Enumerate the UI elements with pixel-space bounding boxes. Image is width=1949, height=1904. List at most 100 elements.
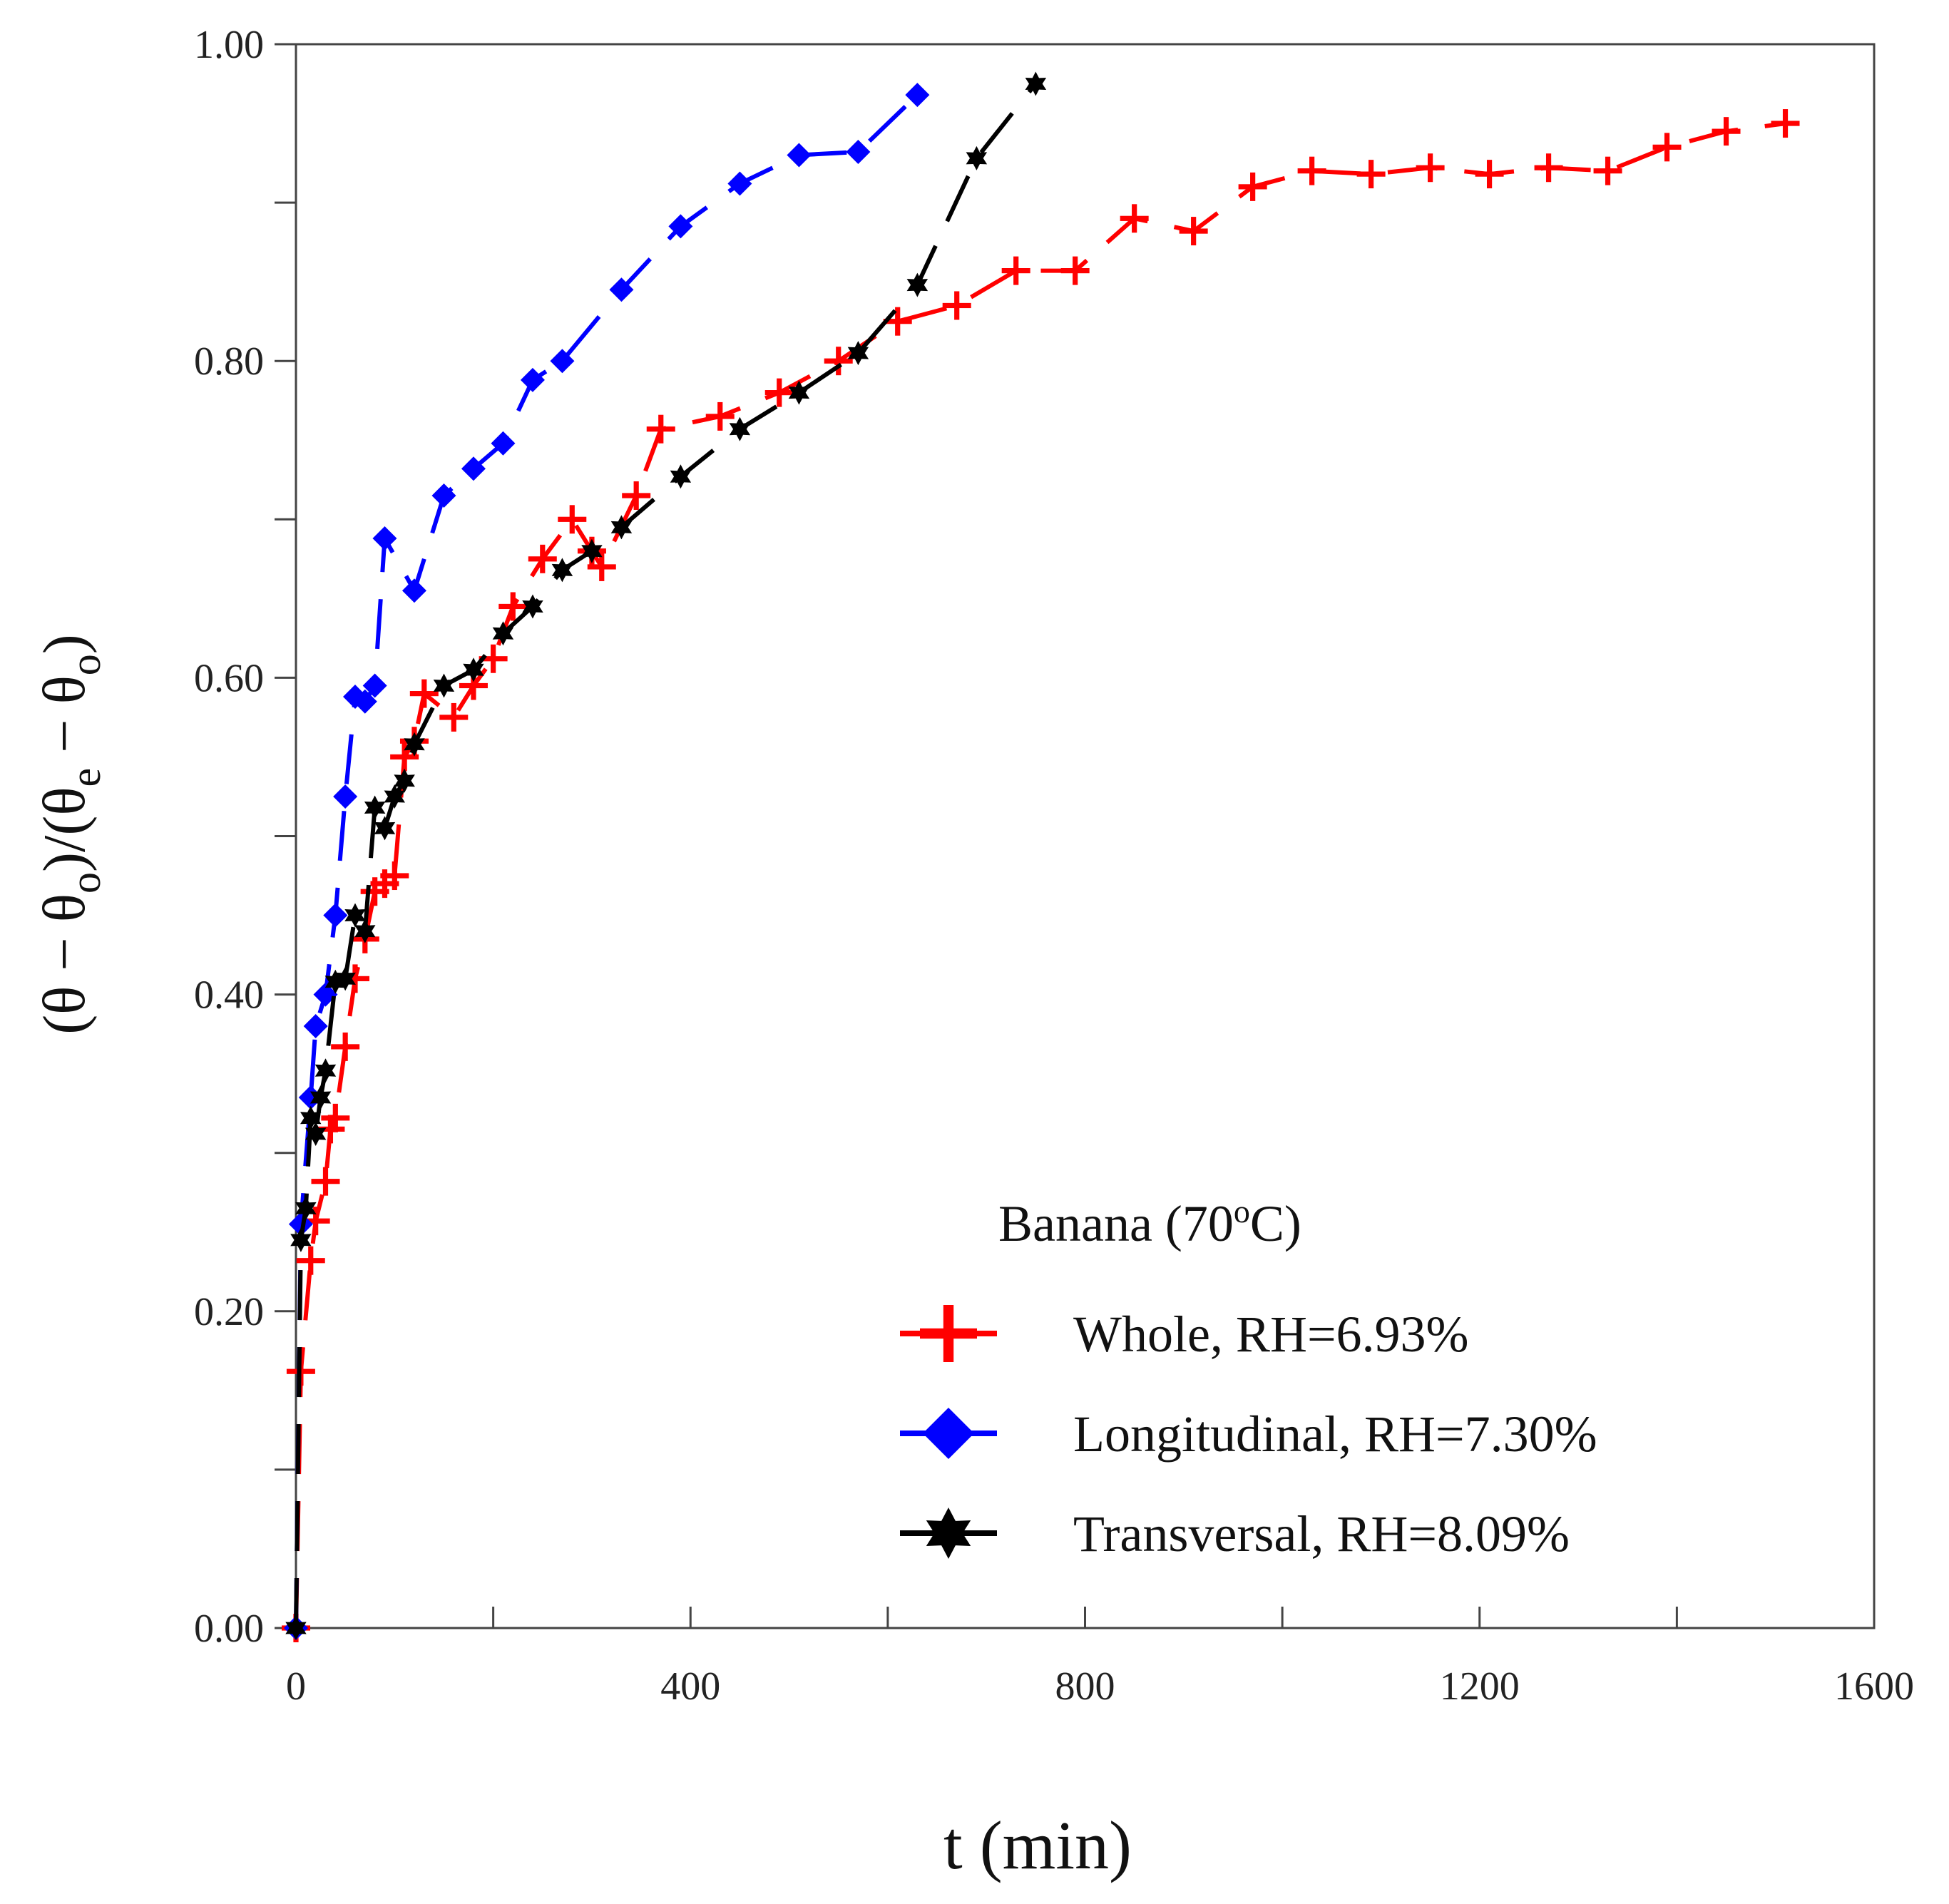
data-point [370,869,399,899]
data-point [390,742,419,772]
data-point [1120,204,1149,233]
data-point [846,140,871,165]
data-point [551,558,573,583]
marker-bar [322,1167,329,1196]
marker-bar [491,644,496,673]
data-point [1534,153,1563,183]
marker-bar [943,1305,954,1362]
data-point [498,592,528,621]
data-point [290,1227,312,1252]
data-point [906,272,929,297]
marker-bar [895,307,901,336]
data-point [459,671,488,700]
marker-bar [382,869,388,899]
y-tick-label: 0.40 [194,973,264,1018]
data-point [824,347,853,376]
data-point [344,903,366,928]
marker-bar [1191,217,1197,246]
marker-bar [1664,133,1670,162]
marker-bar [1132,204,1137,233]
marker-bar [1486,160,1493,189]
data-point [1652,133,1682,162]
data-point [321,1103,350,1132]
marker-bar [372,877,378,906]
series-1 [284,83,930,1640]
legend: Banana (70oC) Whole, RH=6.93% Longitudina… [900,1193,1597,1562]
y-tick-label: 1.00 [194,23,264,67]
data-point [528,544,557,573]
data-point [333,784,358,809]
data-point [609,277,634,302]
data-point [431,483,456,508]
data-point [883,307,912,336]
data-point [404,732,425,757]
data-point [1416,153,1445,183]
data-point [1238,172,1267,201]
marker-bar [633,481,639,510]
data-point [622,481,651,510]
series-2 [285,71,1047,1640]
data-point [360,877,389,906]
marker-bar [1013,256,1019,285]
data-point [942,291,971,320]
marker-bar [954,291,960,320]
data-point [1025,71,1047,96]
marker-bar [327,1115,334,1144]
plot-frame [295,43,1876,1629]
marker-bar [471,671,476,700]
marker-bar [1427,153,1433,183]
data-point [729,416,751,441]
data-point [1297,156,1326,185]
marker-bar [451,702,456,732]
x-tick-label: 1200 [1440,1664,1520,1709]
data-point [1593,156,1622,185]
data-point [433,673,455,698]
marker-bar [1073,256,1078,285]
data-point [331,1032,360,1061]
marker-bar [569,505,575,534]
data-point [847,341,869,366]
data-point [314,1058,337,1083]
legend-label: Whole, RH=6.93% [1073,1306,1469,1363]
x-tick-label: 400 [660,1664,720,1709]
data-point [374,816,396,841]
data-point [303,1014,328,1039]
data-point [354,918,376,943]
data-point [587,552,616,581]
x-axis-title: t (min) [943,1807,1132,1883]
x-tick-label: 0 [286,1664,306,1709]
marker-bar [1250,172,1256,201]
data-point [401,578,426,603]
data-point [372,526,397,551]
legend-title: Banana (70oC) [998,1193,1301,1252]
data-point [610,515,633,540]
marker-bar [510,592,516,621]
legend-marker [923,1408,974,1459]
x-tick-label: 1600 [1834,1664,1914,1709]
marker-bar [1369,160,1374,189]
legend-label: Transversal, RH=8.09% [1073,1505,1570,1562]
marker-bar [332,1103,338,1132]
data-point [463,657,484,682]
data-point [285,1616,307,1640]
data-point [380,861,409,891]
data-point [550,349,575,374]
data-point [1179,217,1208,246]
data-point [311,1167,340,1196]
marker-bar [401,742,407,772]
data-point [340,964,369,993]
series-line [294,121,1786,1629]
data-point [352,689,377,714]
marker-bar [658,414,664,444]
data-point [296,1246,325,1275]
data-point [581,538,603,563]
data-point [522,594,543,619]
data-point [1771,109,1800,138]
data-point [316,1115,345,1144]
marker-bar [1782,109,1789,138]
data-point [492,621,514,646]
data-point [298,1085,323,1110]
data-point [670,464,692,489]
marker-bar [421,679,427,708]
